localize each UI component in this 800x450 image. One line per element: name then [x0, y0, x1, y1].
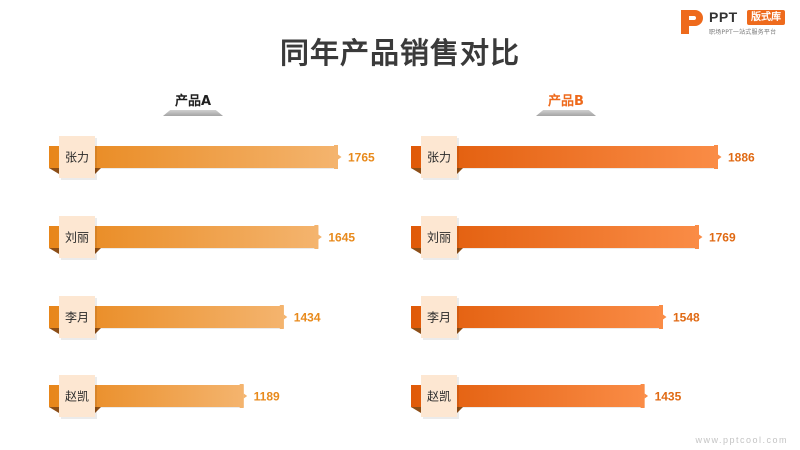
bar-b-4: [411, 385, 645, 407]
logo-p-icon: [681, 10, 703, 34]
bar-tip-b-2: [698, 234, 703, 240]
badge-fold-b-3: [411, 328, 421, 334]
bar-b-3: [411, 306, 663, 328]
badge-fold-b-2: [411, 248, 421, 254]
bar-cap-b-2: [694, 225, 699, 249]
bar-cap-a-2: [314, 225, 319, 249]
bar-a-3: [49, 306, 284, 328]
series-a-heading: 产品A: [163, 93, 223, 117]
category-label-a-2: 刘丽: [65, 231, 89, 245]
bar-cap-b-4: [640, 384, 645, 408]
ppt-logo: PPT 版式库 职场PPT一站式服务平台: [679, 8, 795, 38]
badge-a-1: [59, 136, 95, 178]
badge-fold-right-a-4: [95, 407, 101, 413]
bar-tip-b-1: [718, 154, 722, 160]
badge-fold-right-b-4: [457, 407, 463, 413]
series-a-plinth: [163, 110, 223, 116]
value-label-a-4: 1189: [254, 390, 280, 404]
badge-a-2: [59, 216, 95, 258]
category-label-b-3: 李月: [427, 310, 451, 325]
badge-fold-right-b-2: [457, 248, 463, 254]
badge-fold-b-4: [411, 407, 421, 413]
value-label-b-2: 1769: [709, 231, 736, 245]
bar-a-4: [49, 385, 244, 407]
bar-tip-a-1: [338, 154, 342, 160]
bar-cap-a-1: [334, 145, 338, 169]
value-label-a-2: 1645: [328, 231, 355, 245]
value-label-b-1: 1886: [728, 151, 755, 165]
bar-a-2: [49, 226, 319, 248]
bar-tip-b-3: [662, 314, 667, 320]
category-label-b-2: 刘丽: [427, 231, 451, 245]
series-b-plinth: [536, 110, 596, 116]
bar-tip-a-4: [243, 393, 248, 399]
logo-brand: PPT: [709, 9, 738, 25]
badge-fold-right-b-3: [457, 328, 463, 334]
value-label-a-3: 1434: [294, 311, 321, 325]
bar-b-1: [411, 146, 718, 168]
bar-a-1: [49, 146, 338, 168]
badge-fold-a-4: [49, 407, 59, 413]
bar-b-2: [411, 226, 699, 248]
value-label-b-3: 1548: [673, 311, 700, 325]
bar-cap-a-4: [239, 384, 244, 408]
bar-tip-b-4: [644, 393, 649, 399]
series-b-name: 产品B: [548, 94, 584, 109]
badge-fold-a-1: [49, 168, 59, 174]
bar-tip-a-3: [283, 314, 288, 320]
bar-cap-a-3: [279, 305, 284, 329]
bar-tip-a-2: [318, 234, 322, 240]
series-a-name: 产品A: [174, 94, 212, 109]
badge-b-2: [421, 216, 457, 258]
category-label-b-1: 张力: [427, 151, 451, 165]
badge-b-3: [421, 296, 457, 338]
badge-a-3: [59, 296, 95, 338]
category-label-b-4: 赵凯: [427, 390, 451, 404]
watermark: www.pptcool.com: [695, 435, 788, 445]
logo-badge: 版式库: [747, 10, 785, 25]
logo-tagline: 职场PPT一站式服务平台: [709, 29, 777, 36]
chart-title: 同年产品销售对比: [279, 36, 520, 70]
badge-fold-a-2: [49, 248, 59, 254]
category-label-a-1: 张力: [65, 151, 89, 165]
badge-fold-right-a-3: [95, 328, 101, 334]
badge-b-1: [421, 136, 457, 178]
series-b-heading: 产品B: [536, 93, 596, 117]
badge-b-4: [421, 375, 457, 417]
category-label-a-4: 赵凯: [65, 390, 89, 404]
value-label-a-1: 1765: [348, 151, 375, 165]
badge-fold-b-1: [411, 168, 421, 174]
badge-a-4: [59, 375, 95, 417]
bar-cap-b-3: [658, 305, 663, 329]
badge-fold-right-b-1: [457, 168, 463, 174]
badge-fold-right-a-2: [95, 248, 101, 254]
category-label-a-3: 李月: [65, 310, 89, 325]
bar-cap-b-1: [714, 145, 718, 169]
value-label-b-4: 1435: [655, 390, 682, 404]
badge-fold-a-3: [49, 328, 59, 334]
badge-fold-right-a-1: [95, 168, 101, 174]
